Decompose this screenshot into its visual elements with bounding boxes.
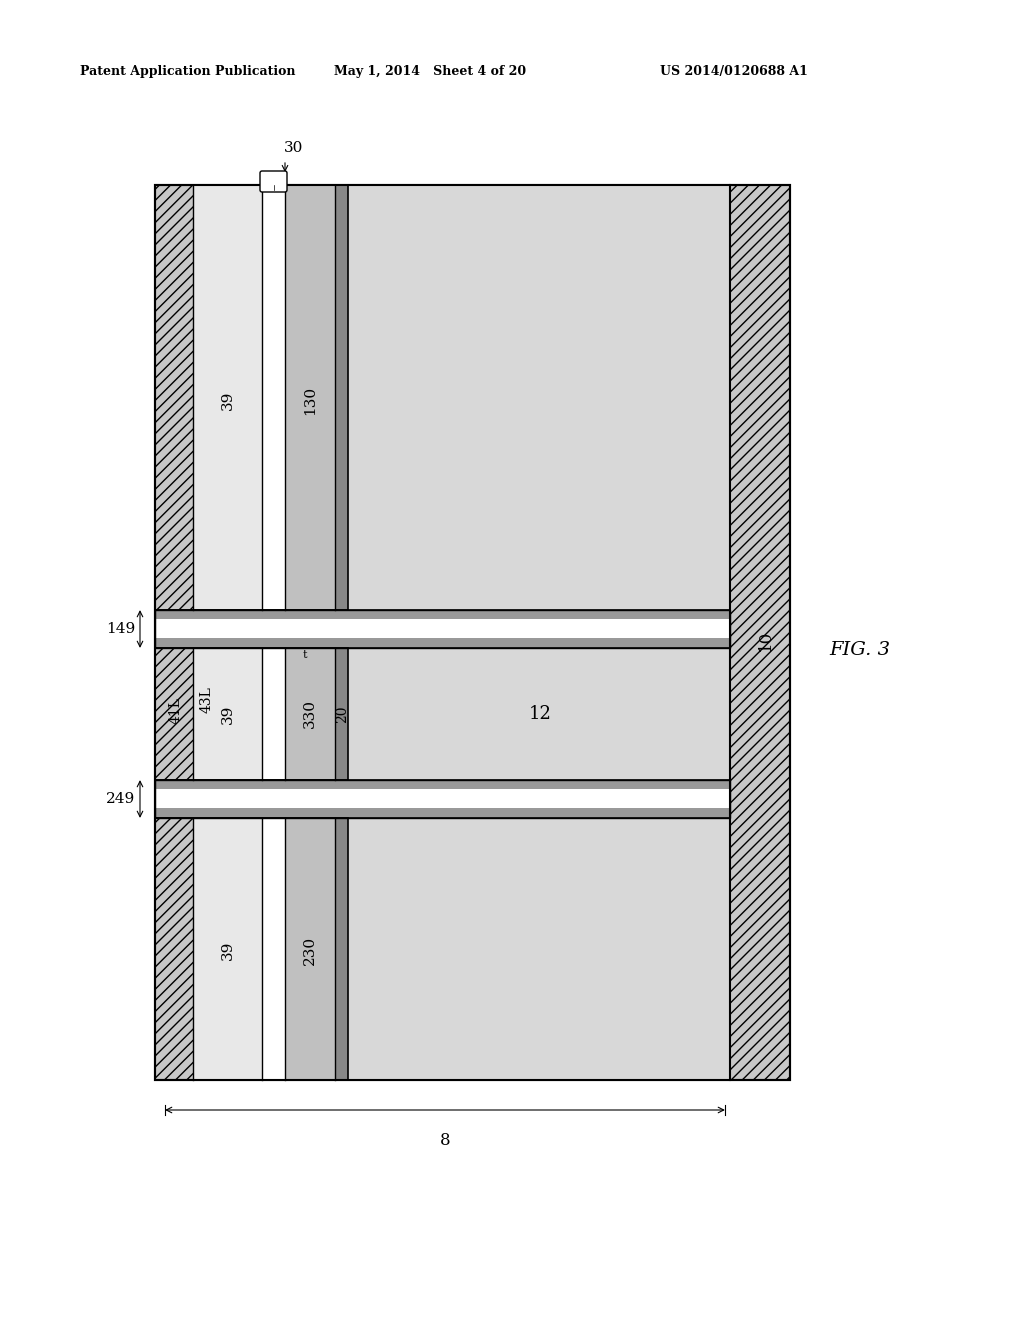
Text: US 2014/0120688 A1: US 2014/0120688 A1	[660, 66, 808, 78]
Bar	[155, 185, 348, 610]
Bar	[155, 185, 790, 1080]
Text: 43L: 43L	[200, 686, 214, 713]
Text: 230: 230	[303, 936, 317, 965]
Text: 330: 330	[303, 700, 317, 729]
Text: w2: w2	[305, 795, 326, 808]
Text: 12: 12	[528, 705, 552, 723]
Text: w1: w1	[400, 624, 421, 638]
Bar	[155, 185, 790, 1080]
Bar	[155, 808, 730, 818]
Bar	[193, 818, 262, 1080]
Text: 20: 20	[335, 705, 349, 723]
Bar	[285, 648, 335, 780]
Bar	[155, 780, 730, 818]
Bar	[335, 818, 348, 1080]
Text: Patent Application Publication: Patent Application Publication	[80, 66, 296, 78]
Bar	[285, 185, 335, 610]
Bar	[193, 648, 262, 780]
Text: 130: 130	[303, 385, 317, 414]
Text: 39: 39	[221, 940, 234, 960]
Bar	[155, 619, 730, 638]
FancyBboxPatch shape	[260, 172, 287, 191]
Bar	[262, 185, 285, 610]
Bar	[262, 648, 285, 780]
Bar	[262, 818, 285, 1080]
Bar	[155, 780, 730, 789]
Bar	[155, 638, 730, 648]
Text: t: t	[303, 649, 307, 660]
Bar	[155, 610, 730, 648]
Bar	[348, 185, 730, 1080]
Text: 39: 39	[221, 391, 234, 409]
Text: FIG. 3: FIG. 3	[829, 642, 891, 659]
Text: 8: 8	[439, 1133, 451, 1148]
Bar	[155, 648, 348, 780]
Bar	[285, 818, 335, 1080]
Bar	[193, 185, 262, 610]
Text: May 1, 2014   Sheet 4 of 20: May 1, 2014 Sheet 4 of 20	[334, 66, 526, 78]
Text: 249: 249	[105, 792, 135, 807]
Text: 41L: 41L	[169, 697, 183, 723]
Text: 149: 149	[105, 622, 135, 636]
Text: 10: 10	[757, 630, 773, 651]
Bar	[155, 789, 730, 808]
Text: 30: 30	[285, 141, 304, 154]
Text: 39: 39	[221, 705, 234, 723]
Bar	[155, 818, 348, 1080]
Bar	[155, 610, 730, 619]
Bar	[335, 648, 348, 780]
Bar	[335, 185, 348, 610]
